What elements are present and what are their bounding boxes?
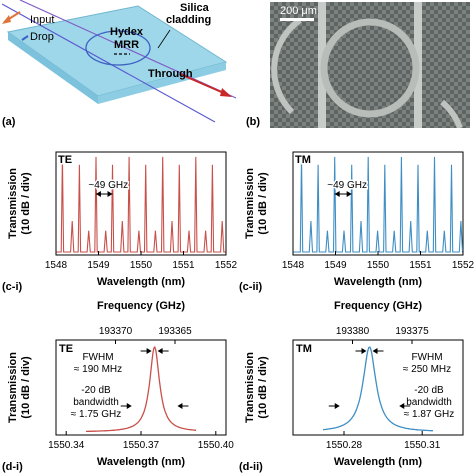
- fwhm-arrowhead-left: [361, 348, 367, 354]
- cladding-label: cladding: [166, 14, 212, 26]
- mode-label: TE: [59, 343, 73, 355]
- fwhm-value: ≈ 250 MHz: [403, 364, 451, 375]
- panel-b-tag: (b): [246, 116, 261, 128]
- fsr-annotation: ~49 GHz: [88, 180, 128, 191]
- microring-resonator: [85, 30, 151, 66]
- panel-tag: (c-i): [2, 281, 23, 293]
- bw-label-1: -20 dB: [81, 385, 111, 396]
- y-axis-label: Transmission(10 dB / div): [7, 352, 32, 423]
- through-arrow-head: [220, 88, 232, 97]
- top-tick-label: 193370: [99, 326, 133, 337]
- chart-tm-resonance: Frequency (GHz) 193380 193375 1550.28 1550.3…: [239, 300, 464, 473]
- fwhm-label: FWHM: [411, 352, 442, 363]
- x-tick-label: 1551: [172, 260, 195, 271]
- drop-label: Drop: [30, 31, 54, 43]
- x-tick-label: 1552: [215, 260, 237, 271]
- cladding-callout: [157, 29, 171, 49]
- chip-side-face: [98, 62, 226, 104]
- panel-a-tag: (a): [2, 116, 16, 128]
- drop-arrow-line: [21, 35, 29, 41]
- bw-value: ≈ 1.87 GHz: [404, 409, 455, 420]
- x-tick-label: 1549: [324, 260, 347, 271]
- x-tick-label: 1548: [282, 260, 305, 271]
- fwhm-arrowhead-right: [157, 348, 163, 354]
- micrograph-ring: [320, 18, 420, 118]
- mrr-label: MRR: [114, 39, 140, 51]
- fsr-arrowhead-right: [107, 191, 113, 197]
- scalebar-label: 200 μm: [280, 5, 317, 17]
- y-axis-label: Transmission(10 dB / div): [7, 168, 32, 239]
- chart-tm-spectrum: 1548 1549 1550 1551 1552 Wavelength (nm) TM ~49…: [239, 151, 474, 293]
- input-arrow-head: [2, 15, 11, 24]
- bw-arrowhead-left: [126, 403, 132, 409]
- bw-arrowhead-right: [177, 403, 183, 409]
- bw-value: ≈ 1.75 GHz: [71, 409, 122, 420]
- x-tick-label: 1550.34: [48, 440, 85, 451]
- x-tick-label: 1550.31: [404, 440, 441, 451]
- x-tick-label: 1552: [452, 260, 474, 271]
- bw-arrowhead-right: [399, 403, 405, 409]
- x-tick-label: 1550.40: [198, 440, 235, 451]
- y-axis-label: Transmission(10 dB / div): [244, 352, 269, 423]
- device-micrograph: [270, 2, 470, 128]
- plot-frame: [292, 339, 464, 436]
- top-tick-label: 193380: [336, 326, 370, 337]
- x-tick-label: 1551: [409, 260, 432, 271]
- top-tick-label: 193375: [395, 326, 429, 337]
- panel-tag: (d-ii): [239, 461, 263, 473]
- mode-label: TM: [296, 343, 312, 355]
- fsr-arrowhead-left: [95, 191, 101, 197]
- x-tick-label: 1550: [130, 260, 153, 271]
- plot-frame: [55, 151, 227, 256]
- top-tick-label: 193365: [158, 326, 192, 337]
- top-axis-label: Frequency (GHz): [97, 300, 185, 312]
- resonance-series: [86, 345, 197, 433]
- fsr-arrowhead-left: [334, 191, 340, 197]
- y-axis-label: Transmission(10 dB / div): [244, 168, 269, 239]
- fwhm-value: ≈ 190 MHz: [74, 364, 122, 375]
- through-label: Through: [148, 68, 193, 80]
- micrograph-drawing: [270, 2, 470, 128]
- transmission-series: [56, 156, 226, 253]
- hydex-label: Hydex: [110, 26, 144, 38]
- chart-te-resonance: Frequency (GHz) 193370 193365 1550.34 1550.3…: [2, 300, 235, 473]
- drop-bus-waveguide: [1, 3, 216, 123]
- fsr-arrowhead-right: [346, 191, 352, 197]
- bw-label-1: -20 dB: [414, 385, 444, 396]
- x-axis-label: Wavelength (nm): [334, 456, 423, 468]
- bw-label-2: bandwidth: [406, 397, 452, 408]
- through-arrow: [179, 73, 227, 95]
- top-axis-label: Frequency (GHz): [334, 300, 422, 312]
- chip-front-face: [8, 32, 98, 104]
- fwhm-label: FWHM: [82, 352, 113, 363]
- panel-tag: (c-ii): [239, 281, 263, 293]
- silica-label: Silica: [180, 2, 209, 14]
- x-axis-label: Wavelength (nm): [97, 276, 186, 288]
- x-tick-label: 1550.28: [326, 440, 363, 451]
- resonance-series: [322, 346, 433, 432]
- x-axis-label: Wavelength (nm): [334, 276, 423, 288]
- panel-tag: (d-i): [2, 461, 23, 473]
- fwhm-arrowhead-right: [372, 348, 378, 354]
- transmission-series: [293, 156, 464, 253]
- left-ring-arc: [271, 17, 302, 115]
- bw-label-2: bandwidth: [73, 397, 119, 408]
- mode-label: TE: [58, 154, 72, 166]
- fwhm-arrowhead-left: [146, 348, 152, 354]
- x-tick-label: 1550.37: [123, 440, 160, 451]
- x-axis-label: Wavelength (nm): [97, 456, 186, 468]
- bw-arrowhead-left: [334, 403, 340, 409]
- x-tick-label: 1548: [45, 260, 68, 271]
- right-ring-arc: [439, 99, 463, 128]
- scalebar-line: [280, 18, 314, 21]
- x-tick-label: 1549: [87, 260, 110, 271]
- device-schematic: [1, 0, 237, 123]
- x-tick-label: 1550: [367, 260, 390, 271]
- fsr-annotation: ~49 GHz: [327, 180, 367, 191]
- chart-te-spectrum: 1548 1549 1550 1551 1552 Wavelength (nm) TE ~49…: [2, 151, 237, 293]
- input-label: Input: [30, 14, 55, 26]
- mode-label: TM: [295, 154, 311, 166]
